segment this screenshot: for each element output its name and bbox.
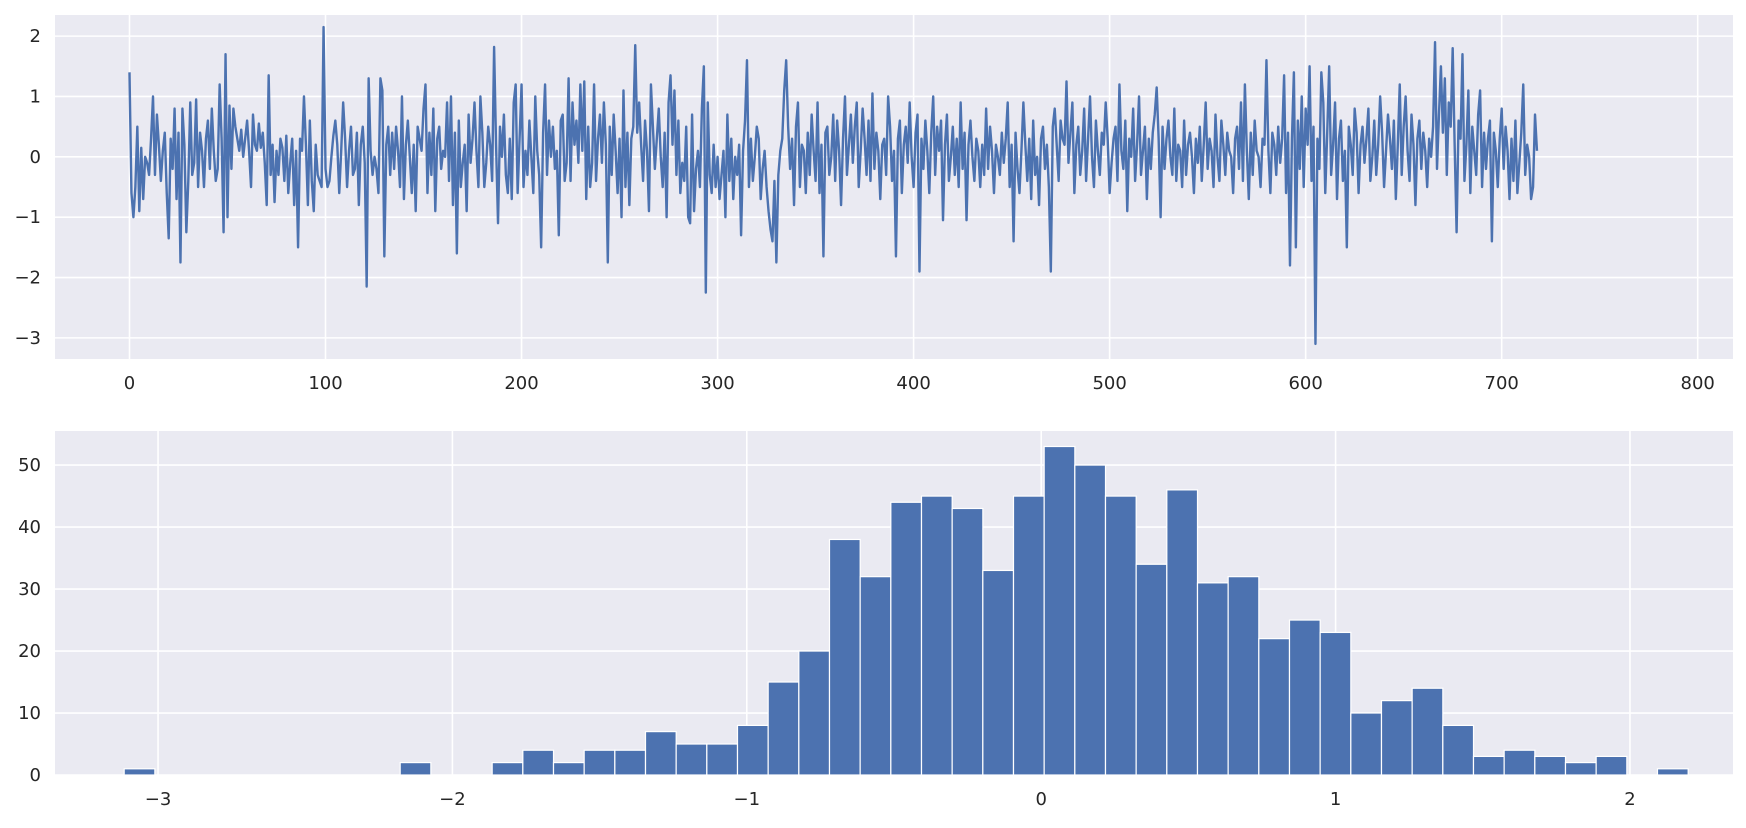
line-chart-x-tick-label: 0 <box>124 373 135 394</box>
histogram-bar <box>767 681 800 776</box>
histogram-bar <box>552 761 585 776</box>
histogram-bar <box>1350 712 1383 776</box>
line-chart-y-tick-label: −1 <box>14 207 41 228</box>
histogram-bar <box>1380 700 1413 776</box>
histogram-bar <box>123 768 156 776</box>
histogram-bar <box>675 743 708 776</box>
histogram-bar <box>828 538 861 776</box>
histogram-bar <box>399 761 432 776</box>
histogram-bar <box>890 501 923 776</box>
histogram-bar <box>1104 495 1137 776</box>
line-chart-y-tick-label: −3 <box>14 328 41 349</box>
line-chart-y-tick-label: −2 <box>14 268 41 289</box>
histogram-y-tick-label: 40 <box>18 517 41 538</box>
line-chart-x-tick-label: 200 <box>504 373 538 394</box>
histogram-bar <box>982 569 1015 776</box>
histogram-bar <box>1595 755 1628 776</box>
histogram-bar <box>1166 489 1199 776</box>
histogram-bar <box>706 743 739 776</box>
histogram-bar <box>1442 724 1475 776</box>
histogram-bar <box>951 507 984 776</box>
histogram-bar <box>1564 761 1597 776</box>
histogram-y-tick-label: 0 <box>30 765 41 786</box>
histogram-bar <box>491 761 524 776</box>
histogram-bar <box>1135 563 1168 776</box>
line-chart-y-tick-label: 2 <box>30 26 41 47</box>
histogram-bar <box>798 650 831 776</box>
line-chart-axes: 0 100 200 300 400 500 600 700 800 2 1 0 −1 −2 −3 <box>14 15 1733 394</box>
histogram-bar <box>1319 631 1352 776</box>
line-chart-x-tick-label: 400 <box>896 373 930 394</box>
histogram-bar <box>1227 576 1260 776</box>
line-chart-y-tick-label: 0 <box>30 147 41 168</box>
histogram-bar <box>920 495 953 776</box>
line-chart-x-tick-label: 300 <box>700 373 734 394</box>
histogram-bar <box>522 749 555 776</box>
histogram-bar <box>1043 445 1076 776</box>
histogram-bar <box>1288 619 1321 776</box>
line-chart-x-tick-label: 800 <box>1681 373 1715 394</box>
histogram-bar <box>1074 464 1107 776</box>
histogram-x-tick-label: −1 <box>734 789 761 810</box>
histogram-bar <box>1534 755 1567 776</box>
histogram-y-tick-label: 20 <box>18 641 41 662</box>
histogram-y-tick-label: 10 <box>18 703 41 724</box>
histogram-x-tick-label: −3 <box>145 789 172 810</box>
histogram-bar <box>1472 755 1505 776</box>
histogram-bar <box>644 731 677 776</box>
line-chart-x-tick-label: 600 <box>1288 373 1322 394</box>
line-chart-x-tick-label: 100 <box>308 373 342 394</box>
histogram-y-tick-label: 30 <box>18 579 41 600</box>
histogram-bar <box>1656 768 1689 776</box>
histogram-bar <box>1196 582 1229 776</box>
line-chart-x-tick-label: 700 <box>1485 373 1519 394</box>
histogram-bar <box>859 576 892 776</box>
line-series <box>128 25 1539 346</box>
histogram-bar <box>1503 749 1536 776</box>
histogram-bar <box>1411 687 1444 776</box>
histogram-bar <box>614 749 647 776</box>
line-chart-x-tick-label: 500 <box>1092 373 1126 394</box>
histogram-x-tick-label: 1 <box>1330 789 1341 810</box>
line-chart-y-tick-label: 1 <box>30 86 41 107</box>
histogram-bar <box>736 724 769 776</box>
histogram-bar <box>1012 495 1045 776</box>
histogram-bar <box>583 749 616 776</box>
histogram-bar <box>1258 638 1291 776</box>
histogram-x-tick-label: 2 <box>1624 789 1635 810</box>
histogram-x-tick-label: −2 <box>439 789 466 810</box>
histogram-y-tick-label: 50 <box>18 455 41 476</box>
histogram-x-tick-label: 0 <box>1035 789 1046 810</box>
